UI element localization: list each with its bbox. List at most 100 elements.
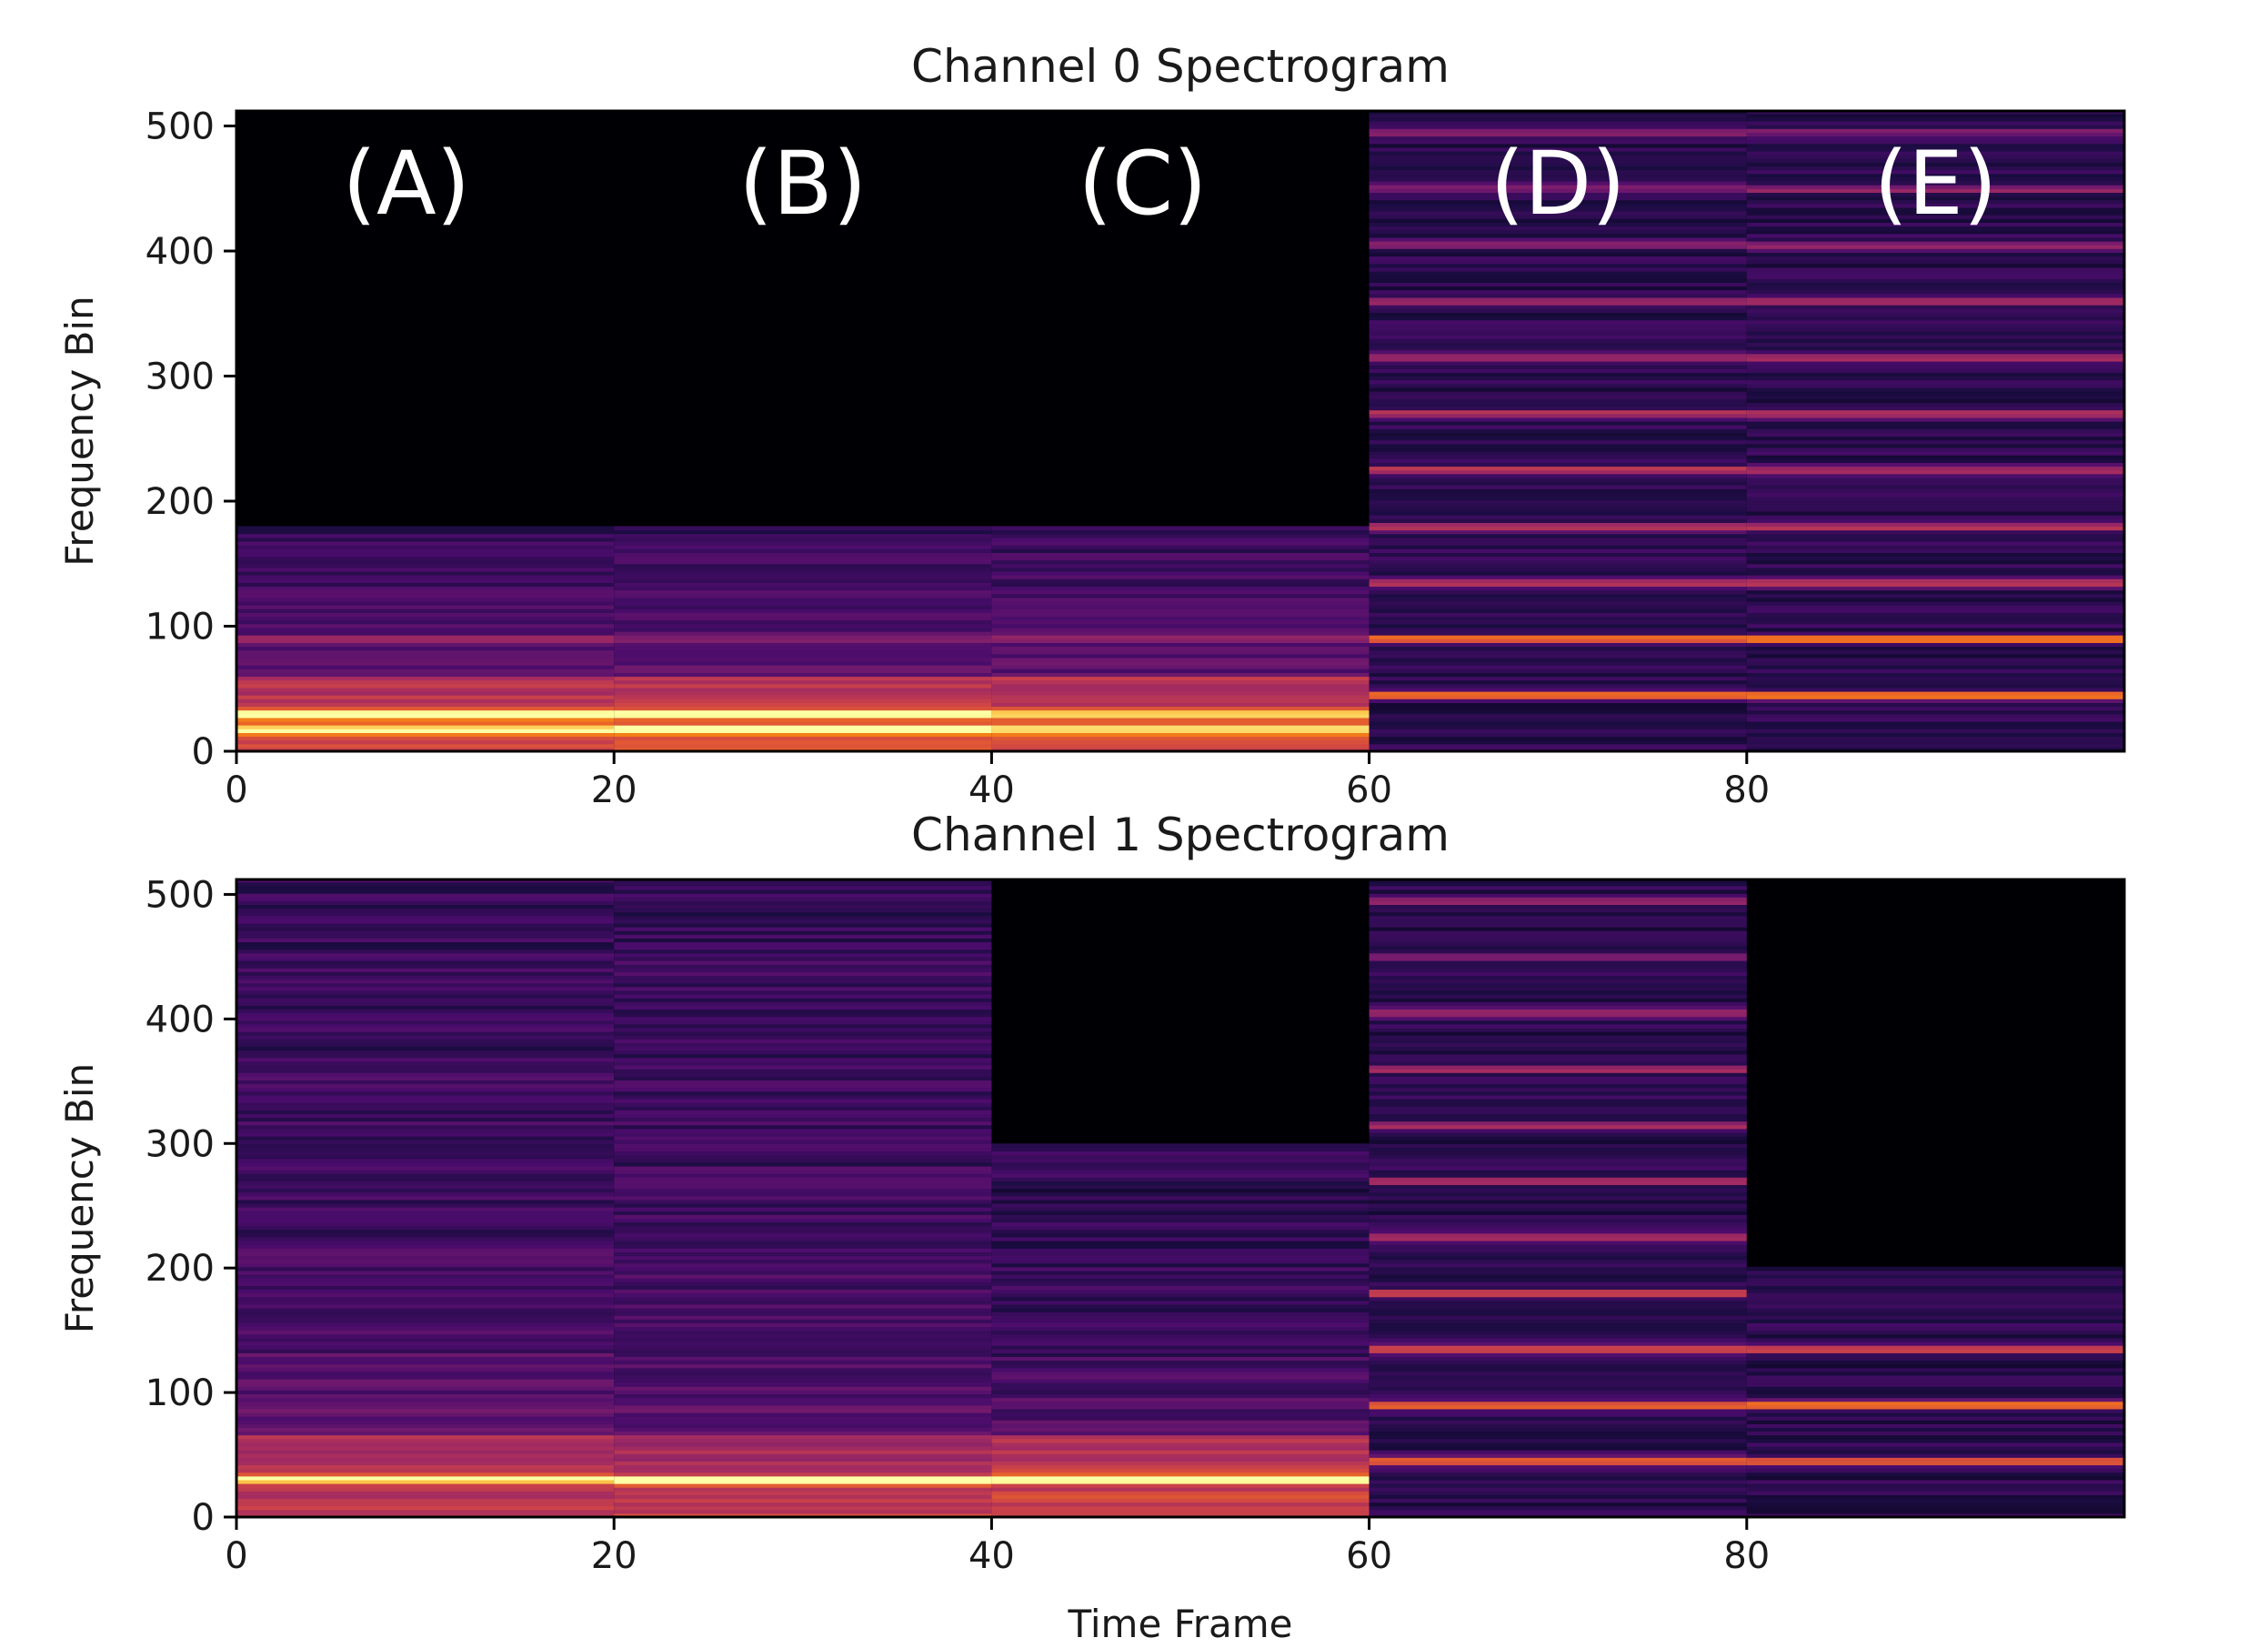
heatmap-cell: [991, 1308, 1370, 1312]
heatmap-cell: [614, 911, 992, 917]
heatmap-cell: [991, 1165, 1370, 1171]
heatmap-cell: [614, 1207, 992, 1211]
heatmap-cell: [991, 593, 1370, 598]
heatmap-cell: [1746, 1457, 2124, 1462]
heatmap-cell: [1746, 316, 2124, 321]
heatmap-cell: [1369, 455, 1747, 459]
heatmap-cell: [614, 1005, 992, 1010]
heatmap-cell: [236, 747, 615, 752]
heatmap-cell: [991, 1442, 1370, 1447]
heatmap-cell: [1746, 518, 2124, 523]
heatmap-cell: [1746, 672, 2124, 678]
heatmap-cell: [614, 1382, 992, 1387]
heatmap-cell: [1369, 1039, 1747, 1043]
heatmap-cell: [1369, 428, 1747, 433]
heatmap-cell: [236, 911, 615, 917]
heatmap-cell: [1369, 383, 1747, 388]
heatmap-cell: [614, 1322, 992, 1328]
heatmap-cell: [614, 1308, 992, 1312]
heatmap-cell: [1369, 417, 1747, 422]
heatmap-cell: [1369, 275, 1747, 279]
heatmap-cell: [614, 1080, 992, 1085]
heatmap-cell: [991, 1491, 1370, 1495]
heatmap-cell: [991, 1236, 1370, 1241]
heatmap-cell: [236, 1140, 615, 1144]
heatmap-cell: [1746, 1326, 2124, 1331]
heatmap-cell: [1746, 229, 2124, 235]
heatmap-cell: [1369, 1412, 1747, 1417]
heatmap-cell: [1746, 256, 2124, 261]
heatmap-cell: [614, 605, 992, 609]
heatmap-cell: [236, 713, 615, 718]
heatmap-cell: [1746, 631, 2124, 636]
heatmap-cell: [1746, 1450, 2124, 1454]
heatmap-cell: [1369, 732, 1747, 738]
heatmap-cell: [1369, 1158, 1747, 1163]
heatmap-cell: [236, 960, 615, 965]
heatmap-cell: [614, 930, 992, 935]
heatmap-cell: [1746, 443, 2124, 448]
heatmap-cell: [236, 938, 615, 942]
heatmap-cell: [1369, 990, 1747, 995]
x-tick-label: 60: [1346, 1535, 1392, 1577]
heatmap-cell: [614, 1393, 992, 1399]
heatmap-cell: [1369, 1416, 1747, 1421]
heatmap-cell: [614, 571, 992, 576]
heatmap-cell: [1369, 1060, 1747, 1066]
heatmap-cell: [1746, 218, 2124, 223]
heatmap-cell: [614, 1147, 992, 1152]
heatmap-cell: [1369, 1094, 1747, 1100]
heatmap-cell: [614, 1367, 992, 1372]
heatmap-cell: [1746, 1434, 2124, 1440]
heatmap-cell: [1746, 458, 2124, 463]
heatmap-cell: [1369, 162, 1747, 167]
heatmap-cell: [1369, 608, 1747, 613]
heatmap-cell: [1746, 301, 2124, 306]
heatmap-cell: [614, 676, 992, 681]
y-tick-label: 200: [146, 1248, 215, 1290]
heatmap-cell: [614, 1140, 992, 1144]
heatmap-cell: [991, 559, 1370, 565]
heatmap-cell: [236, 575, 615, 579]
heatmap-cell: [1746, 1453, 2124, 1458]
heatmap-cell: [1746, 642, 2124, 648]
heatmap-cell: [1369, 537, 1747, 542]
heatmap-cell: [1746, 1300, 2124, 1305]
heatmap-cell: [614, 915, 992, 920]
heatmap-cell: [614, 1136, 992, 1141]
heatmap-cell: [991, 698, 1370, 703]
heatmap-cell: [1369, 462, 1747, 467]
heatmap-cell: [614, 601, 992, 606]
heatmap-cell: [991, 1195, 1370, 1201]
heatmap-cell: [1369, 278, 1747, 283]
heatmap-cell: [991, 1498, 1370, 1503]
heatmap-cell: [614, 1512, 992, 1518]
heatmap-cell: [991, 1390, 1370, 1394]
heatmap-cell: [1746, 136, 2124, 141]
heatmap-cell: [614, 1236, 992, 1241]
heatmap-cell: [1369, 1009, 1747, 1014]
heatmap-cell: [614, 1337, 992, 1342]
heatmap-cell: [991, 1203, 1370, 1208]
heatmap-cell: [991, 706, 1370, 711]
heatmap-cell: [614, 1244, 992, 1249]
heatmap-cell: [991, 582, 1370, 588]
heatmap-cell: [614, 1106, 992, 1110]
heatmap-cell: [614, 998, 992, 1002]
heatmap-cell: [1369, 1255, 1747, 1261]
heatmap-cell: [1369, 398, 1747, 403]
heatmap-cell: [614, 1042, 992, 1048]
heatmap-cell: [1369, 661, 1747, 666]
heatmap-cell: [991, 1423, 1370, 1428]
heatmap-cell: [236, 537, 615, 542]
heatmap-cell: [1746, 245, 2124, 249]
heatmap-cell: [1369, 451, 1747, 456]
heatmap-cell: [614, 1326, 992, 1331]
heatmap-cell: [1369, 1005, 1747, 1010]
heatmap-cell: [1746, 1374, 2124, 1380]
heatmap-cell: [236, 683, 615, 688]
heatmap-cell: [614, 1255, 992, 1261]
heatmap-cell: [1746, 1494, 2124, 1500]
heatmap-cell: [236, 533, 615, 538]
heatmap-cell: [614, 1397, 992, 1402]
